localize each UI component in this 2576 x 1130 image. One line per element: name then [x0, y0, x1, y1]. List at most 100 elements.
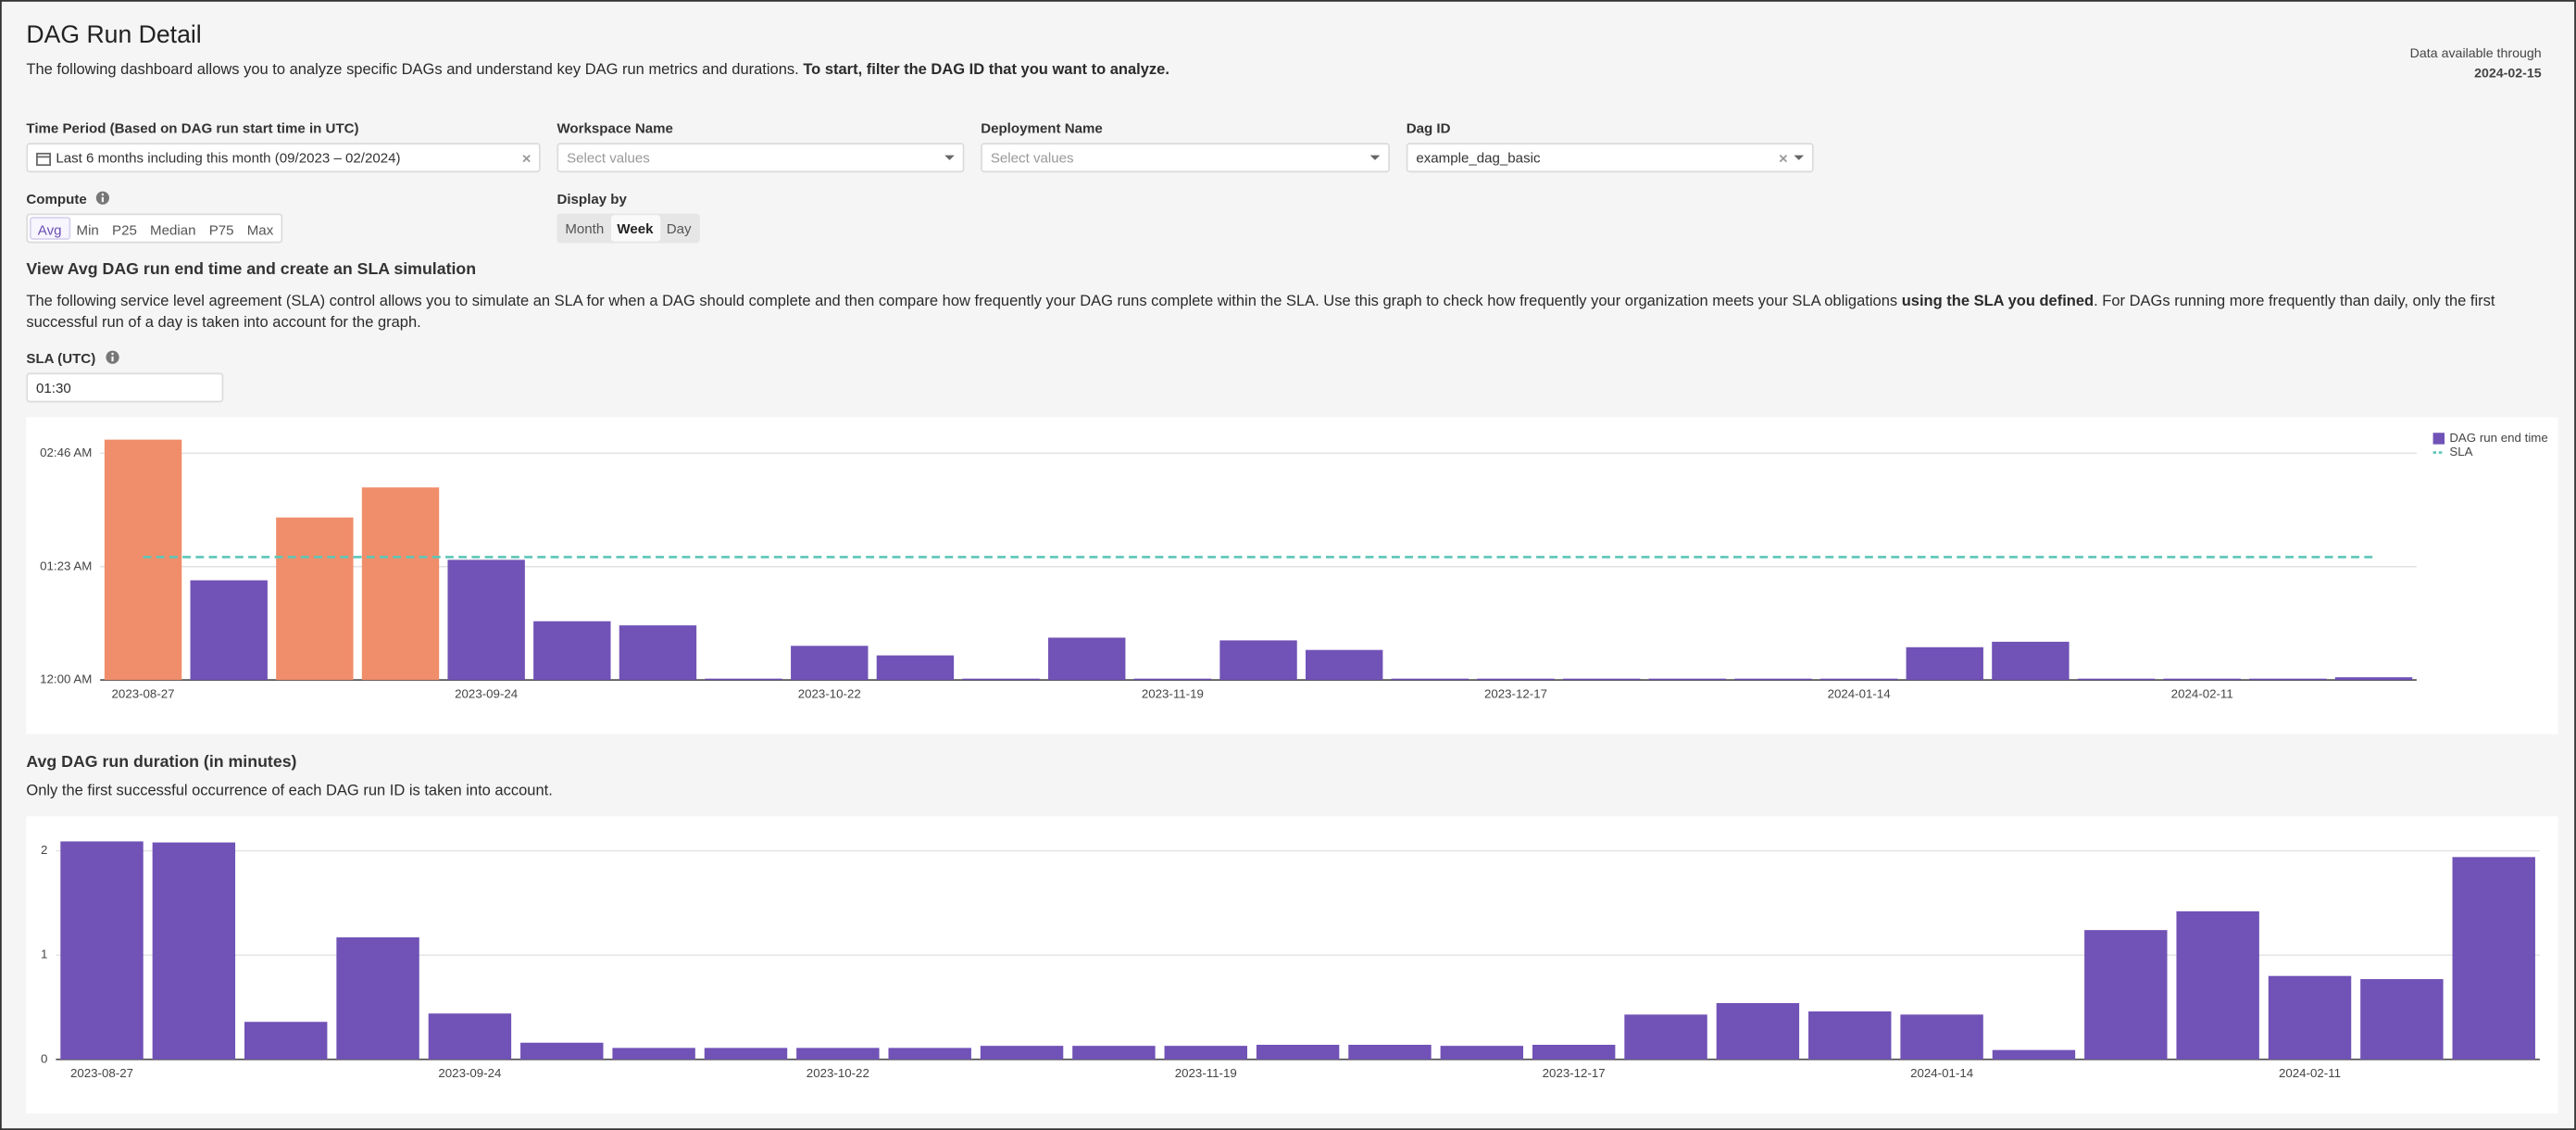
info-icon [96, 191, 110, 205]
filter-value: Last 6 months including this month (09/2… [56, 149, 401, 167]
x-tick-label: 2024-01-14 [1910, 1066, 1973, 1080]
bar [276, 517, 354, 681]
bar [612, 1048, 695, 1060]
legend-swatch [2432, 433, 2445, 445]
x-tick-label: 2024-01-14 [1828, 687, 1891, 701]
clear-icon [1779, 154, 1788, 162]
option[interactable]: Month [565, 220, 605, 237]
legend-label: DAG run end time [2449, 431, 2547, 445]
bar [1648, 678, 1726, 681]
filter-label: Dag ID [1406, 119, 1451, 137]
availability-label: Data available through [2409, 45, 2542, 61]
x-tick-label: 2023-10-22 [798, 687, 861, 701]
option[interactable]: Min [76, 221, 99, 239]
x-tick-label: 2023-11-19 [1142, 687, 1204, 701]
caret-icon [944, 155, 955, 160]
chart: 12:00 AM 01:23 AM 02:46 AM 2023-08-27 2023-0… [40, 431, 2548, 701]
caret-icon [1794, 155, 1805, 160]
compute-label-text: Compute [26, 190, 87, 207]
bar [705, 678, 782, 681]
option[interactable]: Week [610, 215, 660, 242]
filter-label: Workspace Name [556, 119, 673, 137]
compute-options: Avg Min P25 Median P75 Max [26, 213, 283, 244]
filter-select[interactable]: Select values [556, 143, 965, 173]
option[interactable]: P75 [208, 221, 234, 239]
bar [791, 646, 869, 681]
bar [2084, 930, 2168, 1060]
filter-placeholder: Select values [990, 149, 1074, 167]
option[interactable]: P25 [112, 221, 137, 239]
bar [876, 655, 955, 681]
intro-bold: To start, filter the DAG ID that you wan… [803, 60, 1169, 78]
filter-icons [522, 154, 531, 162]
bar [2452, 857, 2535, 1060]
bar [1164, 1046, 1247, 1060]
x-tick-label: 2023-12-17 [1543, 1066, 1606, 1080]
bar [1072, 1046, 1156, 1060]
chart1-description: The following service level agreement (S… [26, 291, 2547, 332]
bar [1391, 678, 1469, 681]
bar [1133, 678, 1212, 681]
bar [1440, 1046, 1524, 1060]
bar [447, 559, 525, 681]
sla-label: SLA (UTC) [26, 350, 119, 366]
option[interactable]: Median [150, 221, 196, 239]
filter-icons [1369, 155, 1381, 161]
option[interactable]: Avg [29, 217, 70, 240]
bar [361, 487, 440, 681]
bar [2268, 975, 2352, 1060]
bar [1716, 1002, 1800, 1060]
filter-select[interactable]: Last 6 months including this month (09/2… [26, 143, 541, 173]
bar [2334, 677, 2413, 681]
bar [1348, 1045, 1432, 1060]
y-tick-label: 12:00 AM [40, 672, 92, 686]
bar [2249, 678, 2327, 681]
filter-label: Deployment Name [981, 119, 1103, 137]
x-tick-label: 2023-11-19 [1175, 1066, 1237, 1080]
bar [1477, 678, 1555, 681]
clear-icon [522, 154, 531, 162]
bar [1624, 1014, 1707, 1060]
bar [796, 1048, 880, 1060]
caret-icon [1369, 155, 1381, 160]
bar [2360, 979, 2444, 1060]
chart1-title: View Avg DAG run end time and create an … [26, 260, 477, 280]
description-text: The following service level agreement (S… [26, 292, 1902, 309]
bar [152, 842, 236, 1060]
y-tick-label: 2 [41, 843, 47, 857]
x-tick-label: 2023-12-17 [1484, 687, 1547, 701]
intro-text: The following dashboard allows you to an… [26, 60, 799, 78]
x-tick-label: 2023-10-22 [807, 1066, 869, 1080]
x-tick-label: 2023-08-27 [70, 1066, 133, 1080]
filter-icons [944, 155, 955, 161]
sla-input[interactable]: 01:30 [26, 372, 224, 403]
bar [2163, 678, 2241, 681]
bar [1219, 640, 1297, 681]
filter-select[interactable]: Select values [981, 143, 1390, 173]
bar [1900, 1014, 1983, 1060]
y-tick-label: 1 [41, 948, 47, 961]
bar [1532, 1045, 1616, 1060]
bar [244, 1022, 328, 1060]
option[interactable]: Max [246, 221, 274, 239]
bar [60, 841, 144, 1060]
filter-select[interactable]: example_dag_basic [1406, 143, 1814, 173]
x-tick-label: 2024-02-11 [2279, 1066, 2341, 1080]
bar [1305, 649, 1383, 681]
x-tick-label: 2024-02-11 [2171, 687, 2233, 701]
bar [2077, 678, 2156, 681]
bar [533, 621, 611, 681]
filter-icons [1779, 154, 1805, 162]
bar [1256, 1045, 1340, 1060]
bar [336, 937, 419, 1060]
filter-label: Time Period (Based on DAG run start time… [26, 119, 359, 137]
info-icon [105, 350, 119, 364]
bar [704, 1048, 788, 1060]
bar [1819, 678, 1898, 681]
bar [2176, 910, 2259, 1060]
bar [1906, 647, 1983, 681]
option[interactable]: Day [666, 220, 692, 237]
availability-date: 2024-02-15 [2474, 65, 2542, 81]
